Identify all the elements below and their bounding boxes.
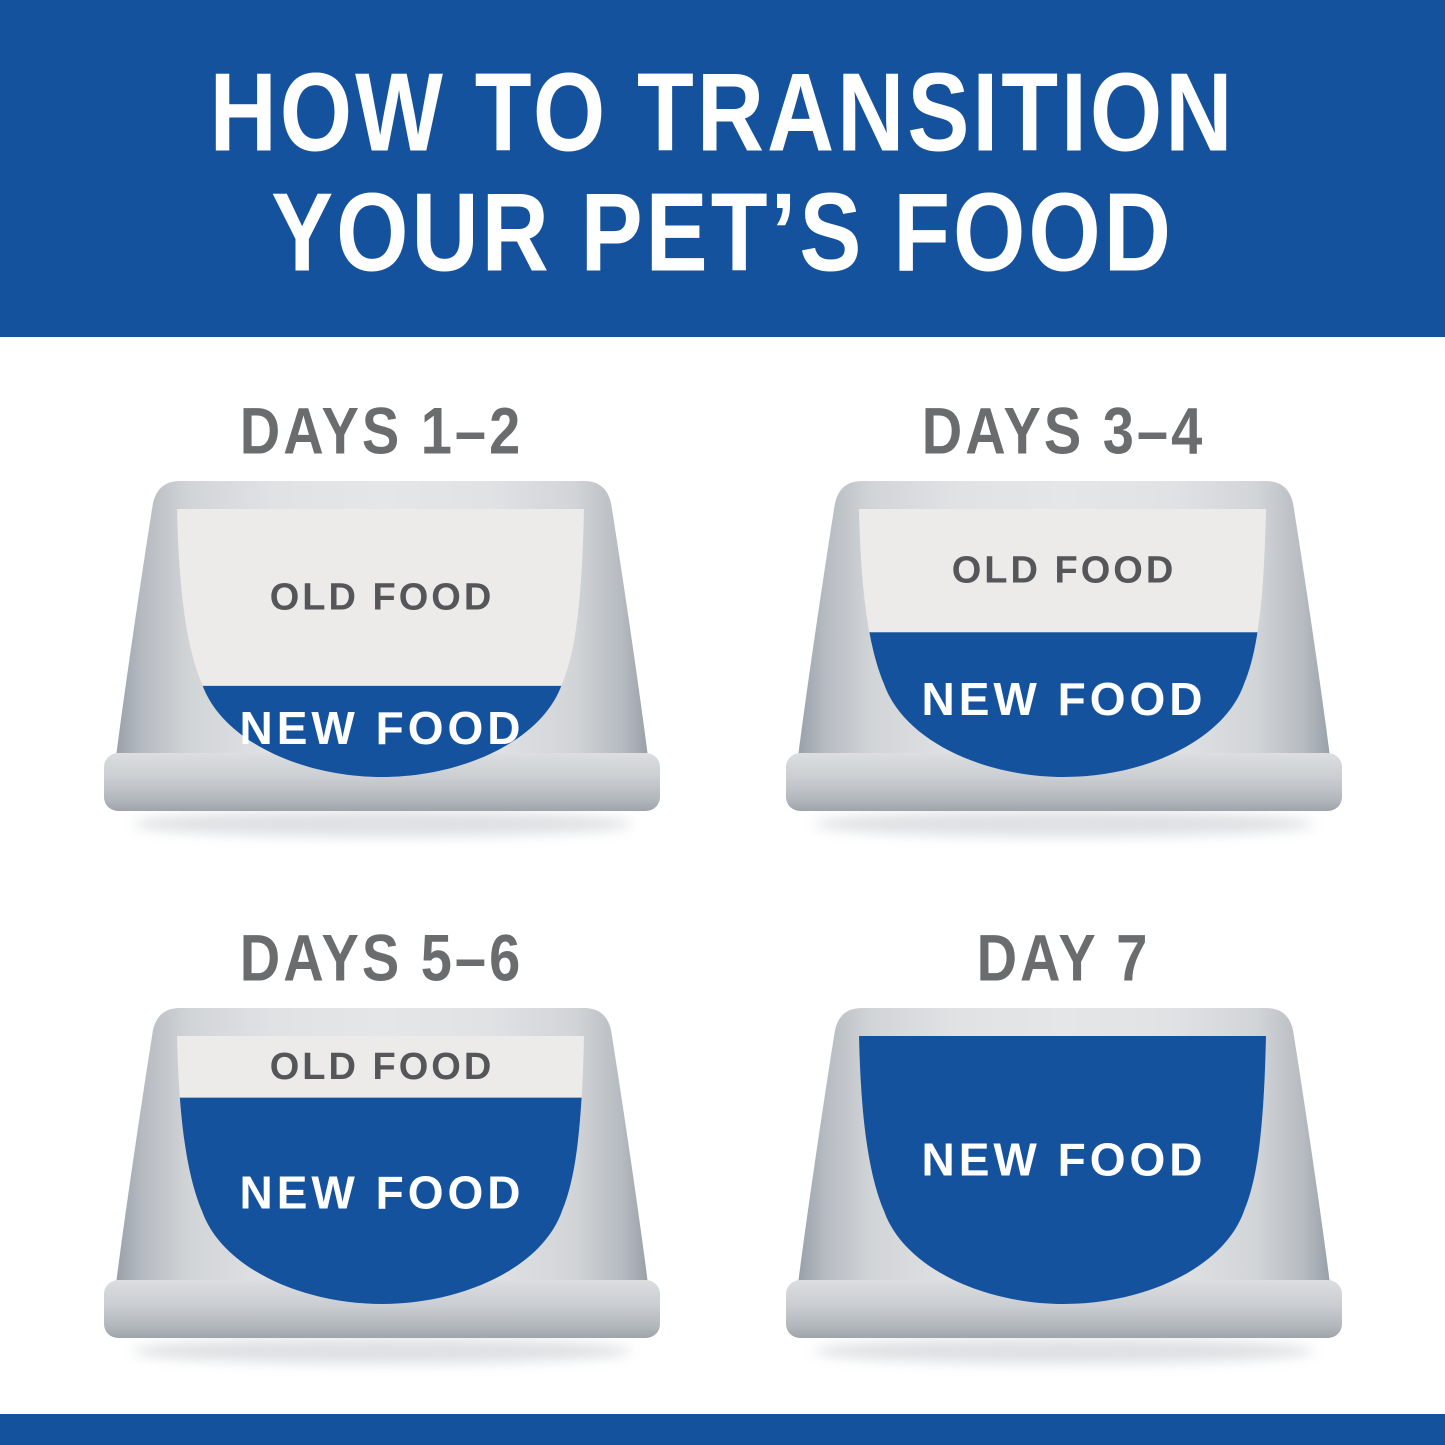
new-food-label: NEW FOOD: [921, 673, 1206, 725]
old-food-label: OLD FOOD: [269, 576, 494, 618]
old-food-label: OLD FOOD: [269, 1046, 494, 1088]
stage-day-7: DAY 7 NEW FOOD: [784, 864, 1344, 1376]
bowl-base: [785, 1280, 1342, 1338]
bowl-base: [103, 1280, 660, 1338]
bowl-illustration: OLD FOOD NEW FOOD: [785, 481, 1342, 837]
page-title-line2: YOUR PET’S FOOD: [271, 169, 1174, 294]
stage-heading: DAYS 5–6: [239, 920, 524, 995]
stage-days-1-2: DAYS 1–2 OLD FOOD NEW FOOD: [102, 337, 662, 849]
new-food-label: NEW FOOD: [239, 702, 524, 754]
bowl-reflection: [131, 811, 632, 837]
bowl-base: [785, 753, 1342, 811]
bowl-illustration: OLD FOOD NEW FOOD: [103, 1008, 660, 1364]
stage-heading: DAY 7: [976, 920, 1151, 995]
new-food-label: NEW FOOD: [239, 1167, 524, 1219]
transition-stages-grid: DAYS 1–2 OLD FOOD NEW FOOD DAYS 3–4: [0, 337, 1445, 1376]
page-title-line1: HOW TO TRANSITION: [209, 49, 1236, 174]
old-food-label: OLD FOOD: [951, 550, 1176, 592]
bowl-illustration: OLD FOOD NEW FOOD: [103, 481, 660, 837]
stage-days-3-4: DAYS 3–4 OLD FOOD NEW FOOD: [784, 337, 1344, 849]
bowl-reflection: [813, 811, 1314, 837]
stage-days-5-6: DAYS 5–6 OLD FOOD NEW FOOD: [102, 864, 662, 1376]
new-food-area: [858, 1036, 1266, 1304]
new-food-label: NEW FOOD: [921, 1133, 1206, 1185]
bowl-reflection: [131, 1338, 632, 1364]
stage-heading: DAYS 1–2: [239, 393, 524, 468]
bowl-illustration: NEW FOOD: [785, 1008, 1342, 1364]
bowl-reflection: [813, 1338, 1314, 1364]
page-title: HOW TO TRANSITION YOUR PET’S FOOD: [210, 51, 1236, 291]
bowl-base: [103, 753, 660, 811]
header: HOW TO TRANSITION YOUR PET’S FOOD: [0, 0, 1445, 337]
stage-heading: DAYS 3–4: [921, 393, 1206, 468]
footer-band: [0, 1414, 1445, 1445]
